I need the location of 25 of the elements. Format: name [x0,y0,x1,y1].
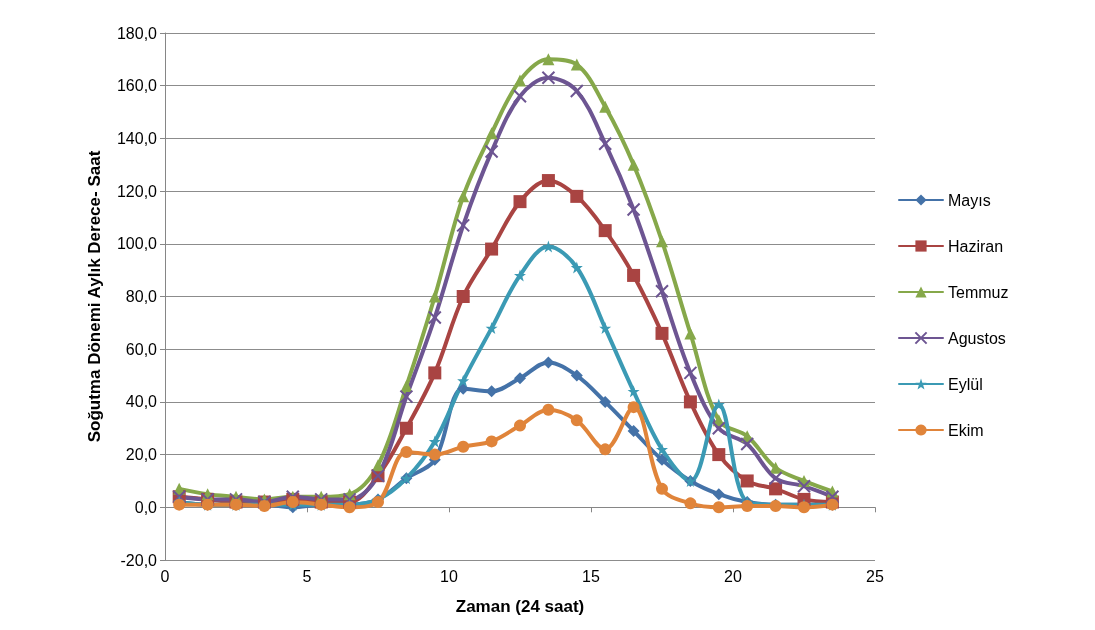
x-tick-label: 5 [302,567,312,585]
x-tick-label: 25 [866,567,884,585]
y-tick-label: 0,0 [134,498,158,516]
legend-label: Agustos [948,329,1006,347]
x-tick-label: 10 [440,567,458,585]
legend-label: Eylül [948,375,983,393]
y-tick-label: 160,0 [116,77,158,95]
y-tick-label: 140,0 [116,129,158,147]
y-tick-label: 80,0 [125,288,158,305]
x-tick-label: 0 [160,567,170,585]
legend-label: Mayıs [948,191,991,209]
y-tick-label: 100,0 [116,235,158,253]
y-tick-label: 40,0 [125,393,158,411]
y-axis-title: Soğutma Dönemi Aylık Derece- Saat [85,150,104,443]
y-tick-label: 60,0 [125,340,158,358]
x-tick-label: 20 [724,567,742,585]
y-tick-label: 180,0 [116,24,158,42]
y-tick-label: 20,0 [125,446,158,464]
x-tick-label: 15 [582,567,600,585]
legend-label: Ekim [948,421,984,439]
legend-label: Haziran [948,237,1004,255]
y-tick-label: -20,0 [120,551,158,569]
y-tick-label: 120,0 [116,182,158,200]
x-axis-title: Zaman (24 saat) [455,597,585,616]
legend-label: Temmuz [948,283,1009,301]
